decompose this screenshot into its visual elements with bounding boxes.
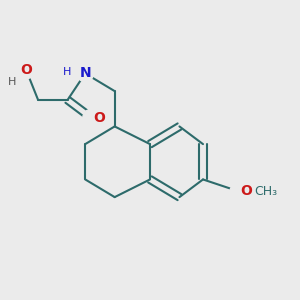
Text: N: N: [80, 66, 91, 80]
Text: O: O: [93, 111, 105, 124]
Circle shape: [18, 62, 34, 79]
Text: H: H: [8, 77, 16, 87]
Circle shape: [77, 65, 94, 82]
Circle shape: [230, 183, 247, 200]
Circle shape: [83, 110, 99, 126]
Text: CH₃: CH₃: [254, 185, 278, 198]
Text: O: O: [20, 64, 32, 77]
Text: O: O: [240, 184, 252, 198]
Text: H: H: [63, 67, 71, 77]
